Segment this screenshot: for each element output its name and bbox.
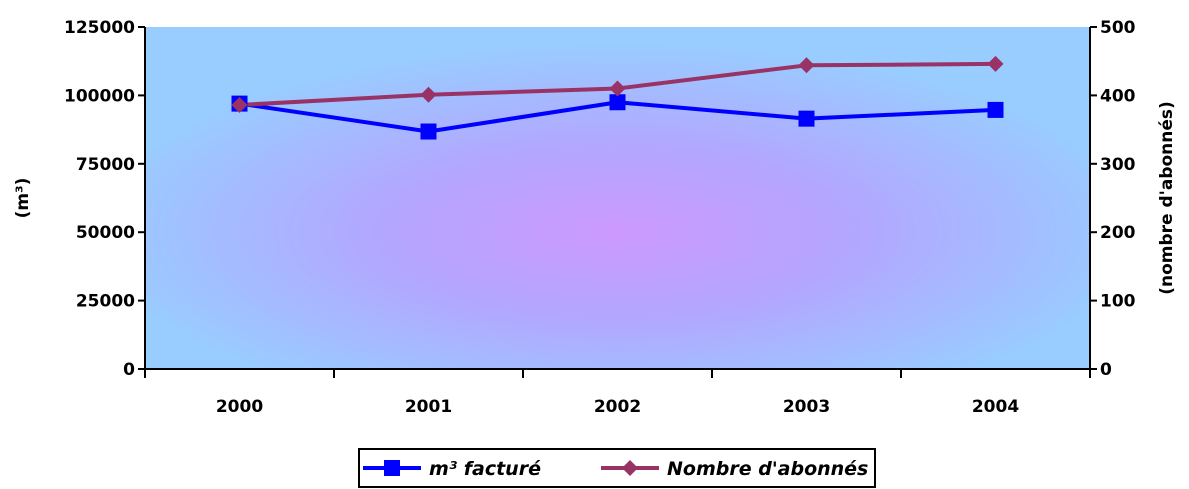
legend-marker [622,460,638,476]
y-tick-label-right: 400 [1100,86,1136,106]
x-tick-label: 2001 [405,397,452,417]
y-tick-label-left: 50000 [76,223,135,243]
x-tick-label: 2004 [972,397,1019,417]
y-tick-label-right: 500 [1100,18,1136,38]
y-tick-label-left: 100000 [64,86,135,106]
y-tick-label-right: 200 [1100,223,1136,243]
y-tick-label-right: 100 [1100,292,1136,312]
plot-area [145,27,1090,369]
data-point [420,86,437,103]
data-point [420,123,437,140]
y-tick-label-left: 25000 [76,292,135,312]
data-point [231,96,248,113]
y-axis-title-left: (m³) [13,178,33,219]
data-point [609,94,626,111]
legend-marker [384,460,400,476]
data-point [798,57,815,74]
y-axis-title-right: (nombre d'abonnés) [1157,101,1177,295]
y-tick-label-left: 125000 [64,18,135,38]
data-point [987,55,1004,72]
data-point [609,80,626,97]
y-tick-label-left: 75000 [76,155,135,175]
x-tick-label: 2002 [594,397,641,417]
legend-label: m³ facturé [429,458,541,480]
legend: m³ facturé Nombre d'abonnés [358,448,876,488]
legend-label: Nombre d'abonnés [667,458,868,480]
x-tick-label: 2000 [216,397,263,417]
y-tick-label-right: 0 [1100,360,1112,380]
data-point [798,110,815,127]
data-point [987,101,1004,118]
y-tick-label-right: 300 [1100,155,1136,175]
x-tick-label: 2003 [783,397,830,417]
y-tick-label-left: 0 [123,360,135,380]
